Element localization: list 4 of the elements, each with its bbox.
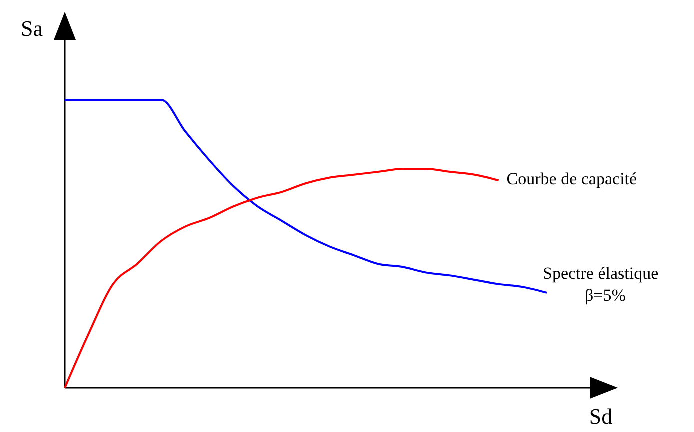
y-axis-title: Sa	[21, 16, 44, 41]
series-label: Spectre élastique β=5%	[543, 264, 659, 305]
series-label: Courbe de capacité	[506, 170, 638, 189]
x-axis-title: Sd	[589, 404, 613, 429]
